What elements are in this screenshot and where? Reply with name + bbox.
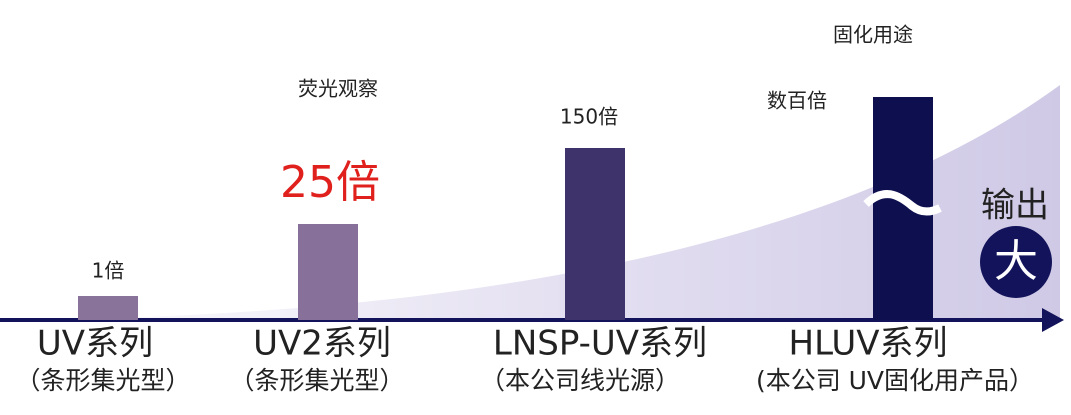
annotation: 固化用途	[833, 23, 913, 47]
value-label: 150倍	[560, 105, 618, 129]
bar	[78, 296, 138, 320]
series-name: UV2系列	[253, 324, 391, 364]
value-label: 数百倍	[767, 89, 827, 113]
series-note: （条形集光型）	[15, 366, 190, 395]
series-note: (本公司 UV固化用产品）	[756, 366, 1034, 395]
series-name: HLUV系列	[789, 324, 948, 364]
bar	[565, 148, 625, 320]
output-badge	[980, 226, 1052, 298]
series-note: （条形集光型）	[229, 366, 404, 395]
output-label: 输出	[981, 186, 1049, 226]
series-name: LNSP-UV系列	[493, 324, 707, 364]
bar	[298, 224, 358, 320]
series-name: UV系列	[37, 324, 153, 364]
arrow-head	[1042, 308, 1064, 332]
series-note: （本公司线光源）	[480, 366, 680, 395]
bar-break	[863, 190, 942, 216]
growth-area	[0, 85, 1060, 320]
output-badge-text: 大	[994, 236, 1038, 287]
value-label: 25倍	[280, 157, 380, 208]
value-label: 1倍	[92, 259, 125, 283]
annotation: 荧光观察	[298, 77, 378, 101]
